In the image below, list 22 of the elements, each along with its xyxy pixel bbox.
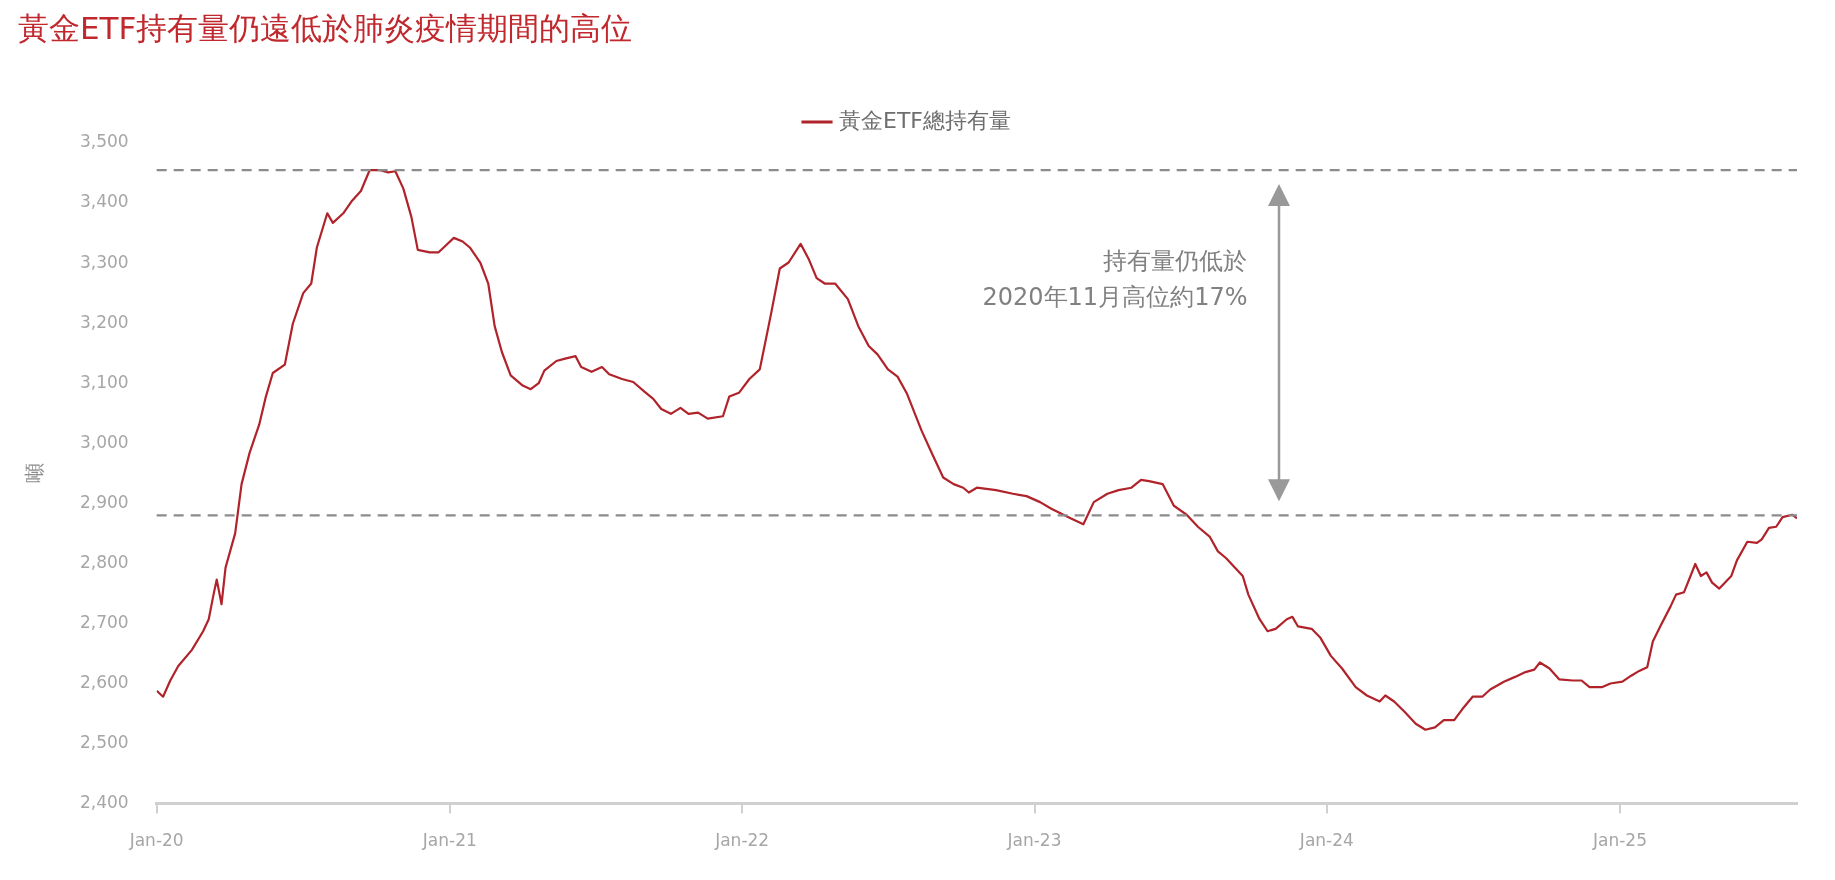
y-tick-label: 3,500 (80, 131, 129, 152)
y-tick-label: 2,700 (80, 611, 129, 632)
y-tick-label: 2,500 (80, 731, 129, 752)
y-tick-label: 3,000 (80, 431, 129, 452)
y-tick-label: 2,900 (80, 491, 129, 512)
x-tick-label: Jan-21 (421, 830, 477, 851)
x-tick-label: Jan-22 (714, 830, 770, 851)
y-tick-label: 3,100 (80, 371, 129, 392)
y-tick-label: 2,600 (80, 671, 129, 692)
y-tick-label: 2,800 (80, 551, 129, 572)
annotation: 持有量仍低於 2020年11月高位約17% (982, 246, 1248, 311)
y-tick-label: 3,200 (80, 311, 129, 332)
chart-title: 黃金ETF持有量仍遠低於肺炎疫情期間的高位 (18, 9, 633, 48)
x-tick-label: Jan-24 (1298, 830, 1354, 851)
x-tick-label: Jan-25 (1592, 830, 1647, 851)
y-axis-title: 噸 (22, 463, 47, 484)
legend-label: 黃金ETF總持有量 (839, 107, 1011, 133)
y-tick-label: 3,400 (80, 191, 129, 212)
x-tick-label: Jan-20 (128, 830, 184, 851)
y-tick-label: 2,400 (80, 792, 129, 813)
y-tick-label: 3,300 (80, 251, 129, 272)
x-tick-label: Jan-23 (1006, 830, 1062, 851)
